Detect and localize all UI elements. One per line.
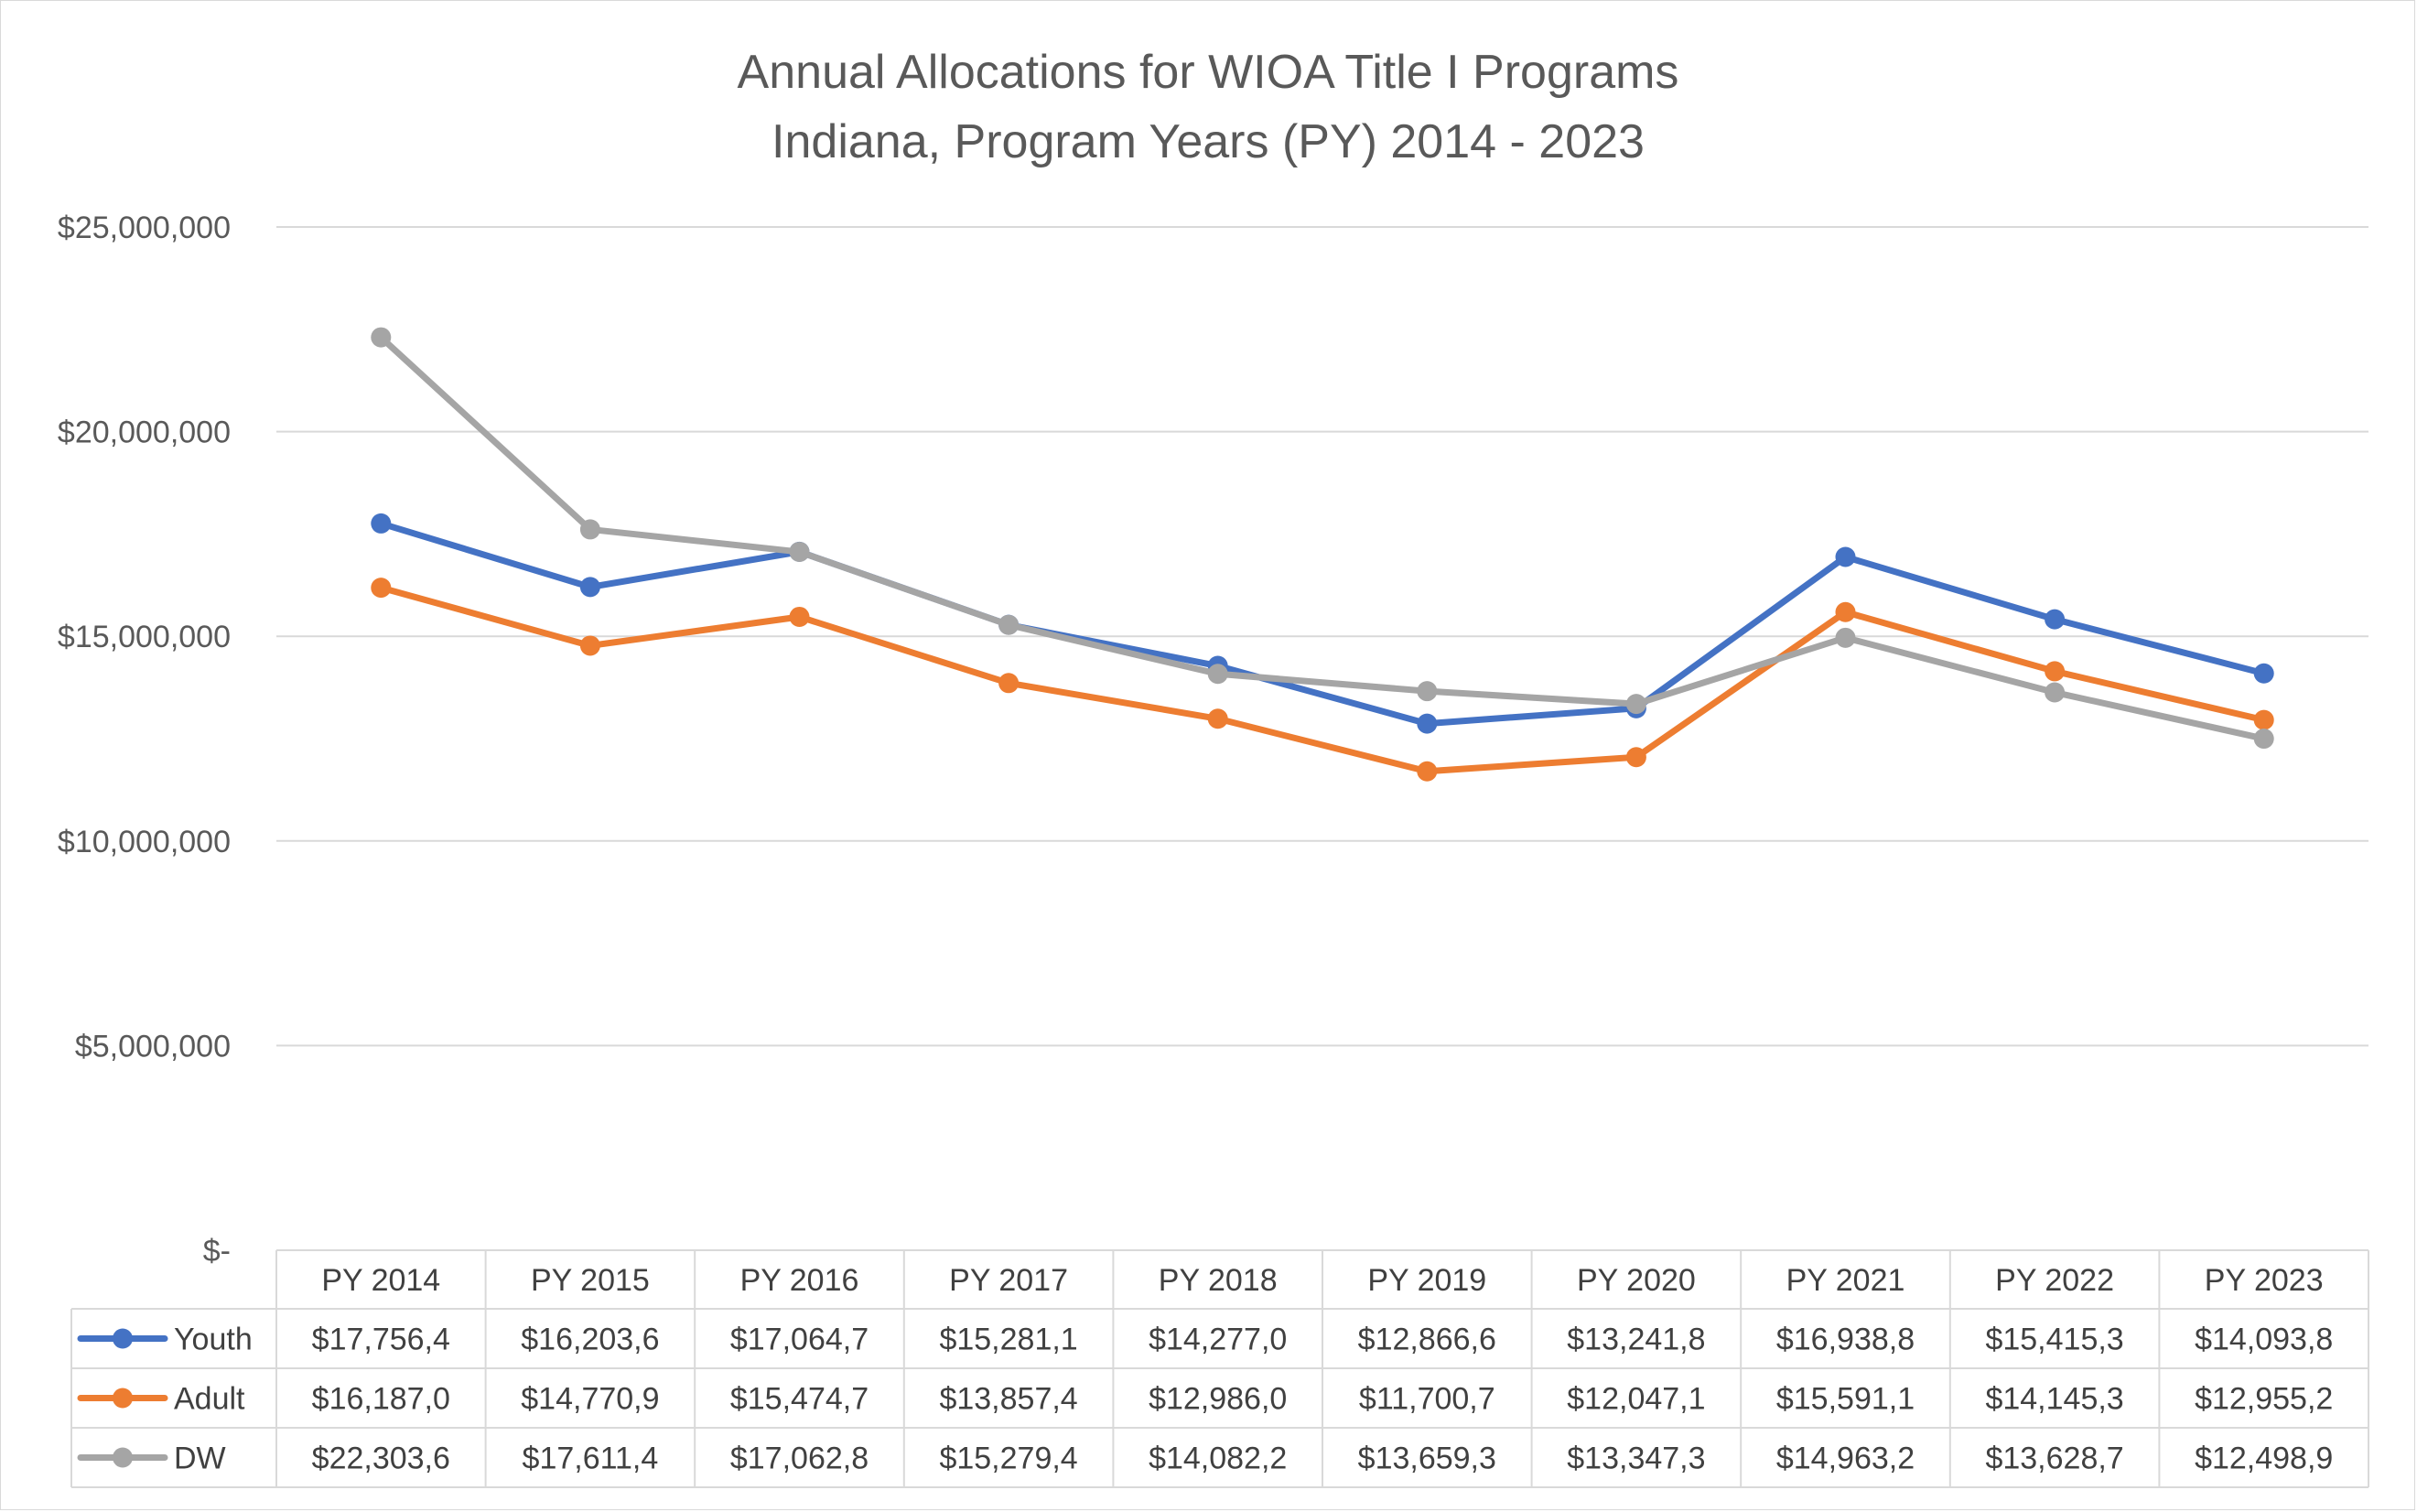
x-category-label: PY 2022: [1995, 1263, 2114, 1298]
grid-layer: [276, 226, 2368, 1047]
table-value: $15,279,4: [939, 1442, 1077, 1476]
table-value: $12,498,9: [2195, 1442, 2333, 1476]
table-value: $11,700,7: [1359, 1382, 1495, 1417]
data-point: [998, 614, 1020, 635]
y-axis-ticks: $- $5,000,000 $10,000,000 $15,000,000 $20,00…: [58, 211, 231, 1269]
table-value: $17,062,8: [730, 1442, 869, 1476]
table-value: $12,866,6: [1358, 1323, 1496, 1357]
series-layer: [371, 327, 2274, 782]
table-value: $14,082,2: [1149, 1442, 1287, 1476]
series-adult: [371, 578, 2274, 782]
data-point: [2045, 661, 2066, 682]
data-point: [2253, 729, 2274, 750]
x-category-label: PY 2020: [1577, 1263, 1696, 1298]
table-value: $12,955,2: [2195, 1382, 2333, 1417]
table-value: $13,347,3: [1567, 1442, 1705, 1476]
x-category-label: PY 2018: [1159, 1263, 1278, 1298]
x-category-label: PY 2019: [1367, 1263, 1486, 1298]
table-value: $13,241,8: [1567, 1323, 1705, 1357]
series-youth: [371, 513, 2274, 734]
table-value: $12,047,1: [1567, 1382, 1705, 1417]
data-point: [2253, 709, 2274, 730]
data-point: [579, 519, 600, 540]
legend-key-marker: [113, 1388, 133, 1409]
data-point: [1835, 546, 1856, 567]
data-point: [371, 327, 392, 348]
series-line: [377, 584, 2268, 775]
data-point: [1207, 664, 1228, 685]
table-value: $22,303,6: [312, 1442, 450, 1476]
legend-key: [77, 1328, 168, 1349]
table-value: $15,591,1: [1776, 1382, 1915, 1417]
table-value: $14,145,3: [1985, 1382, 2123, 1417]
table-value: $14,277,0: [1149, 1323, 1287, 1357]
data-point: [2045, 682, 2066, 703]
series-name: DW: [174, 1442, 226, 1476]
chart-subtitle: Indiana, Program Years (PY) 2014 - 2023: [771, 115, 1645, 168]
data-point: [579, 635, 600, 656]
y-tick-label: $10,000,000: [58, 825, 231, 859]
data-point: [1417, 681, 1438, 702]
y-tick-label: $-: [203, 1234, 231, 1269]
x-category-label: PY 2017: [949, 1263, 1068, 1298]
series-name: Adult: [174, 1382, 245, 1417]
series-line: [377, 520, 2268, 728]
y-tick-label: $20,000,000: [58, 416, 231, 450]
x-category-label: PY 2021: [1786, 1263, 1905, 1298]
table-value: $12,986,0: [1149, 1382, 1287, 1417]
data-point: [1417, 761, 1438, 782]
table-value: $15,281,1: [939, 1323, 1077, 1357]
table-value: $14,770,9: [521, 1382, 659, 1417]
table-value: $17,064,7: [730, 1323, 869, 1357]
series-dw: [371, 327, 2274, 750]
table-value: $16,938,8: [1776, 1323, 1915, 1357]
series-name: Youth: [174, 1323, 253, 1357]
data-point: [371, 578, 392, 599]
y-tick-label: $5,000,000: [75, 1029, 231, 1064]
x-category-label: PY 2014: [321, 1263, 440, 1298]
table-value: $15,474,7: [730, 1382, 869, 1417]
data-point: [789, 541, 810, 562]
data-table: PY 2014 PY 2015 PY 2016 PY 2017 PY 2018 PY 20…: [70, 1249, 2369, 1488]
legend-key: [77, 1388, 168, 1409]
chart-title: Annual Allocations for WIOA Title I Prog…: [738, 46, 1679, 99]
table-value: $14,963,2: [1776, 1442, 1915, 1476]
data-point: [1417, 713, 1438, 734]
table-value: $13,659,3: [1358, 1442, 1496, 1476]
data-point: [789, 606, 810, 627]
table-value: $16,187,0: [312, 1382, 450, 1417]
series-line: [377, 334, 2268, 742]
table-value: $17,756,4: [312, 1323, 450, 1357]
data-point: [579, 577, 600, 598]
data-point: [2253, 663, 2274, 684]
table-value: $14,093,8: [2195, 1323, 2333, 1357]
table-value: $13,857,4: [939, 1382, 1077, 1417]
data-point: [998, 673, 1020, 694]
data-point: [1835, 601, 1856, 622]
legend-key: [77, 1447, 168, 1468]
y-tick-label: $25,000,000: [58, 211, 231, 245]
x-category-label: PY 2016: [740, 1263, 859, 1298]
y-tick-label: $15,000,000: [58, 620, 231, 654]
x-category-label: PY 2023: [2205, 1263, 2324, 1298]
x-category-label: PY 2015: [531, 1263, 650, 1298]
data-point: [371, 513, 392, 534]
legend-key-marker: [113, 1328, 133, 1349]
data-point: [1625, 747, 1646, 768]
table-value: $17,611,4: [523, 1442, 659, 1476]
data-point: [1625, 694, 1646, 715]
table-value: $13,628,7: [1985, 1442, 2123, 1476]
table-value: $16,203,6: [521, 1323, 659, 1357]
data-point: [1207, 708, 1228, 729]
table-value: $15,415,3: [1985, 1323, 2123, 1357]
data-point: [2045, 609, 2066, 630]
legend-key-marker: [113, 1447, 133, 1468]
data-point: [1835, 627, 1856, 648]
